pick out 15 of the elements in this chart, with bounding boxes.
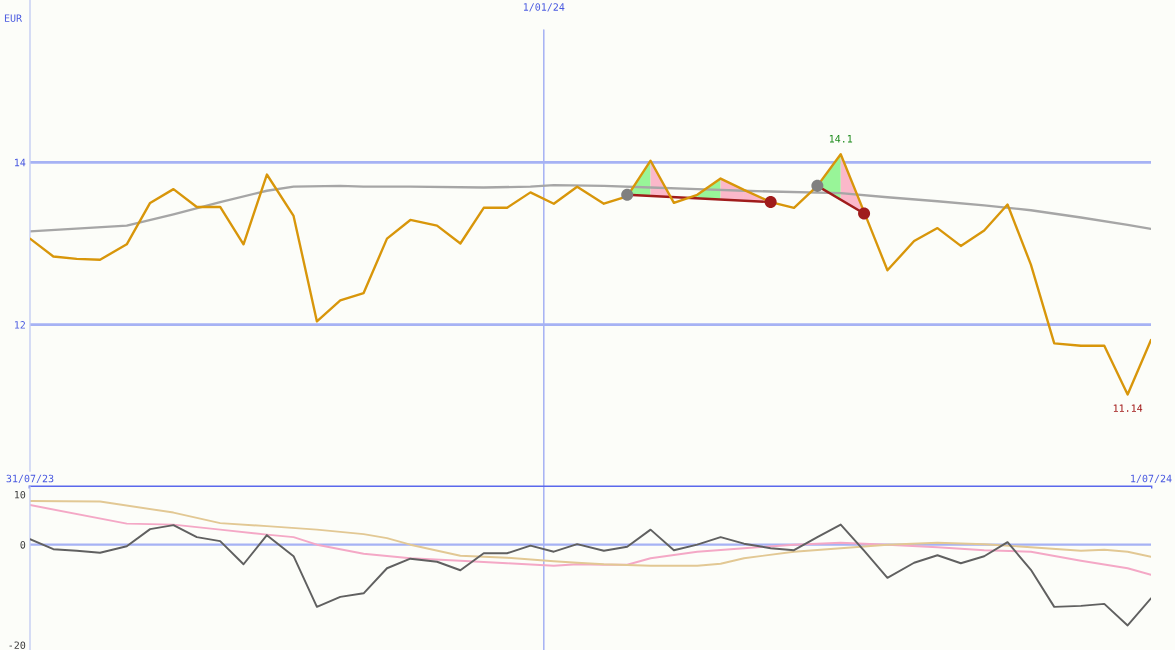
y-tick-label: 10 — [14, 490, 26, 499]
x-tick-label: 1/07/24 — [1131, 474, 1172, 484]
y-tick-label: 0 — [20, 541, 26, 549]
annotation: 14.1 — [829, 135, 853, 143]
y-tick-label: 12 — [14, 321, 25, 329]
ref-line-label: 1/01/24 — [523, 3, 565, 12]
line-series — [30, 500, 1151, 567]
annotation: 11.14 — [1113, 404, 1143, 412]
y-tick-label: -20 — [9, 641, 26, 649]
y-tick-label: 14 — [14, 158, 26, 167]
y-axis-title: EUR — [4, 14, 23, 22]
line-series — [30, 504, 1151, 576]
x-tick-label: 31/07/23 — [6, 474, 54, 484]
line-series — [30, 523, 1151, 627]
line-series — [30, 153, 1151, 396]
